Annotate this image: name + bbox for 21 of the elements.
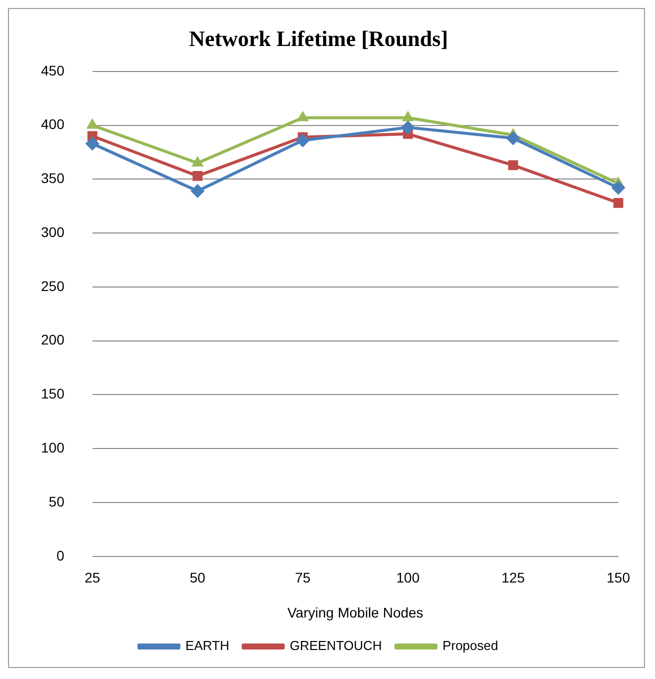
x-tick-label: 100 bbox=[396, 570, 420, 586]
legend-label: Proposed bbox=[442, 638, 498, 654]
y-tick-label: 300 bbox=[41, 224, 65, 240]
y-tick-label: 200 bbox=[41, 332, 65, 348]
y-tick-label: 400 bbox=[41, 116, 65, 132]
x-tick-label: 75 bbox=[294, 570, 311, 586]
y-tick-label: 250 bbox=[41, 278, 65, 294]
chart-title: Network Lifetime [Rounds] bbox=[188, 26, 448, 51]
x-tick-label: 150 bbox=[606, 570, 630, 586]
x-tick-label: 25 bbox=[84, 570, 100, 586]
x-tick-label: 50 bbox=[190, 570, 206, 586]
y-tick-label: 350 bbox=[41, 170, 65, 186]
y-tick-label: 450 bbox=[41, 62, 65, 78]
x-tick-label: 125 bbox=[501, 570, 526, 586]
y-tick-label: 0 bbox=[56, 547, 65, 564]
legend-label: EARTH bbox=[185, 638, 230, 654]
x-axis-title: Varying Mobile Nodes bbox=[287, 604, 424, 620]
y-tick-label: 150 bbox=[41, 386, 65, 402]
y-tick-label: 100 bbox=[41, 439, 65, 456]
y-tick-label: 50 bbox=[48, 493, 65, 510]
legend-label: GREENTOUCH bbox=[290, 638, 382, 654]
